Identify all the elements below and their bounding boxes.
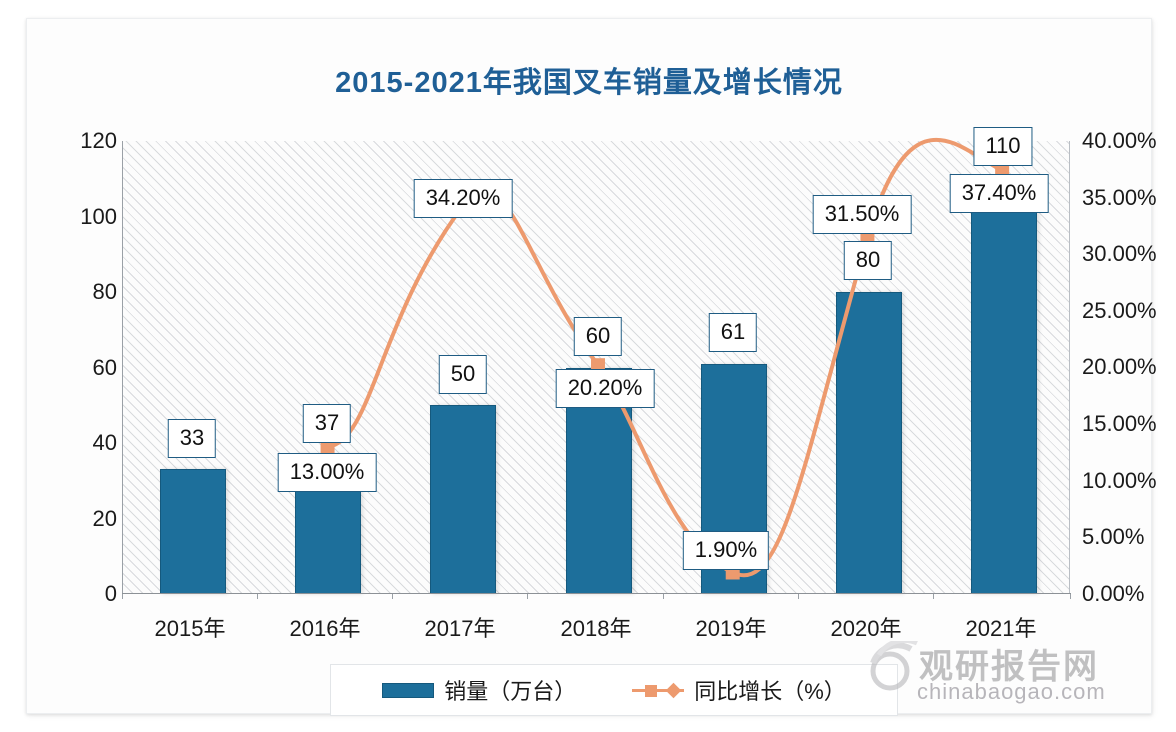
y-left-tick-120: 120 [80,128,117,153]
x-tick-0 [122,594,123,599]
legend-label-sales: 销量（万台） [444,679,577,704]
growth-label-2018: 20.20% [555,369,655,408]
y-right-tick-15: 15.00% [1082,411,1157,436]
x-tick-7 [1070,594,1071,599]
x-tick-3 [527,594,528,599]
x-label-2020: 2020年 [830,616,902,641]
line-swatch-icon [632,682,685,699]
y-right-tick-10: 10.00% [1082,467,1157,493]
bar-label-2015: 33 [167,419,217,458]
y-left-tick-20: 20 [92,505,117,531]
bar-2015[interactable] [160,469,226,594]
x-tick-5 [798,594,799,599]
y-left-tick-80: 80 [92,279,117,304]
x-tick-1 [257,594,258,599]
y-left-tick-60: 60 [92,354,117,380]
plot-area [122,137,1070,594]
y-right-tick-40: 40.00% [1082,128,1157,153]
bar-label-2018: 60 [573,317,623,356]
y-right-tick-25: 25.00% [1082,297,1157,323]
growth-label-2020: 31.50% [812,195,912,234]
bar-label-2016: 37 [302,404,352,443]
x-tick-6 [933,594,934,599]
legend-item-sales[interactable]: 销量（万台） [382,674,576,706]
bar-swatch-icon [382,682,435,698]
bar-label-2017: 50 [438,355,488,394]
x-label-2017: 2017年 [424,616,496,641]
chart-card: 2015-2021年我国叉车销量及增长情况 120 100 80 60 40 2… [26,18,1157,716]
y-right-tick-30: 30.00% [1082,241,1157,267]
y-right-tick-20: 20.00% [1082,354,1157,380]
growth-label-2017: 34.20% [413,179,513,218]
legend-item-growth[interactable]: 同比增长（%） [632,674,846,706]
bar-2017[interactable] [430,405,496,594]
growth-label-2021: 37.40% [949,174,1049,213]
x-label-2015: 2015年 [154,616,226,641]
growth-label-2019: 1.90% [682,531,770,570]
x-label-2019: 2019年 [695,616,767,641]
watermark-en-text: chinabaogao.com [917,679,1106,704]
y-right-tick-35: 35.00% [1082,184,1157,210]
y-left-tick-40: 40 [92,430,117,455]
x-tick-2 [392,594,393,599]
chart-title: 2015-2021年我国叉车销量及增长情况 [335,67,843,99]
y-right-tick-0: 0.00% [1082,580,1145,606]
x-label-2018: 2018年 [560,616,632,641]
bar-2021[interactable] [971,178,1037,594]
bar-label-2021: 110 [973,127,1033,166]
x-label-2021: 2021年 [965,616,1037,641]
bar-2020[interactable] [836,292,902,594]
x-tick-4 [663,594,664,599]
legend-label-growth: 同比增长（%） [694,679,846,704]
bar-label-2020: 80 [843,241,893,280]
watermark-cn-text: 观研报告网 [919,648,1099,686]
chart-legend: 销量（万台） 同比增长（%） [330,664,898,716]
y-right-tick-5: 5.00% [1082,524,1145,550]
y-axis-left: 120 100 80 60 40 20 0 [45,19,117,713]
x-label-2016: 2016年 [289,616,361,641]
x-axis-line [122,593,1071,594]
growth-label-2016: 13.00% [277,453,377,492]
y-left-tick-100: 100 [80,203,117,229]
bar-label-2019: 61 [708,313,758,352]
y-axis-right: 40.00% 35.00% 30.00% 25.00% 20.00% 15.00… [1082,19,1176,713]
y-left-tick-0: 0 [104,581,117,606]
